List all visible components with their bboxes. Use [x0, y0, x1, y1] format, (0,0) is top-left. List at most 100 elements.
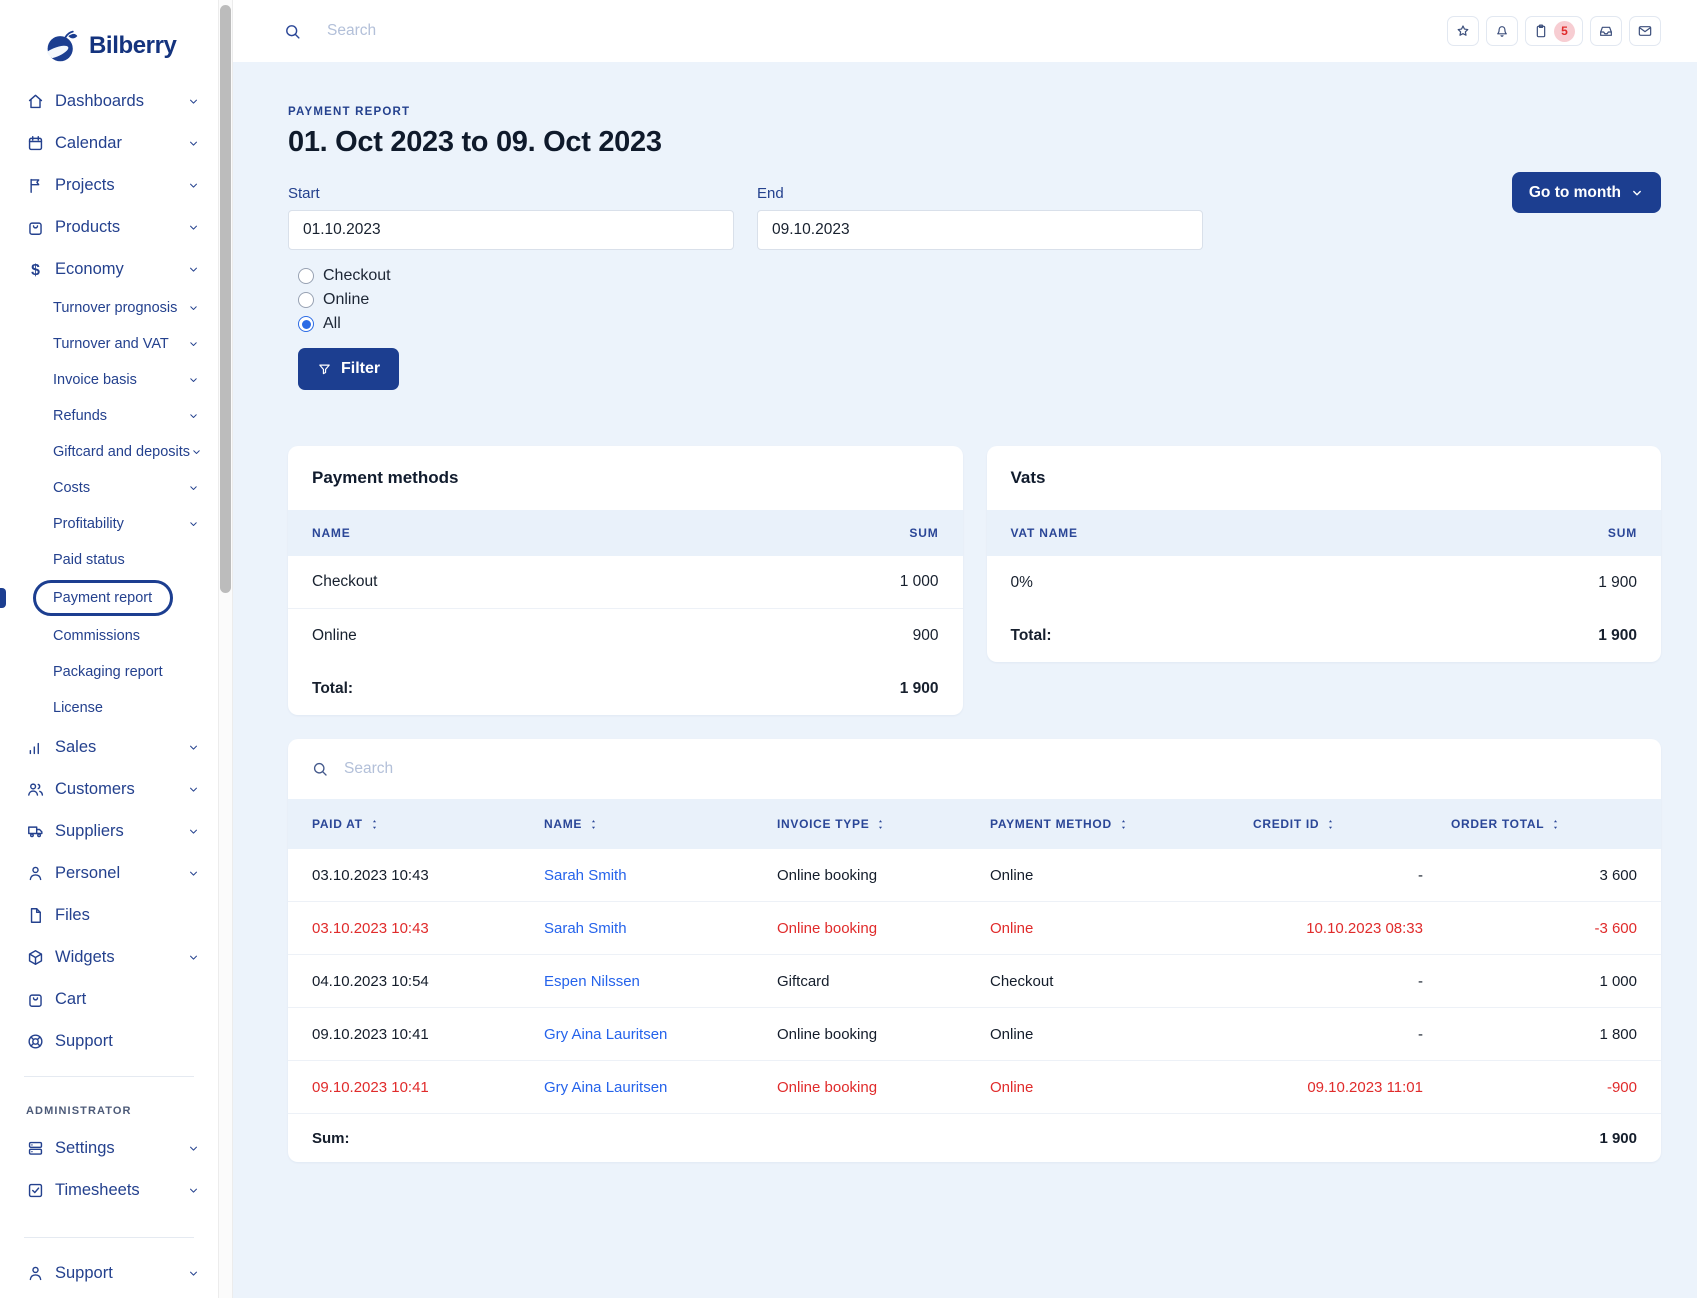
sidebar-scrollbar-thumb[interactable] — [220, 5, 231, 593]
transactions-search[interactable] — [288, 739, 1661, 799]
inbox-button[interactable] — [1590, 16, 1622, 46]
column-header[interactable]: SUM — [909, 526, 939, 540]
sidebar-item-label: Dashboards — [55, 91, 144, 110]
radio-checkout[interactable]: Checkout — [298, 264, 1661, 288]
sidebar-item-support[interactable]: Support — [0, 1020, 218, 1062]
sidebar-subitem-payment-report[interactable]: Payment report — [0, 578, 218, 618]
sidebar-subitem-giftcard-and-deposits[interactable]: Giftcard and deposits — [0, 434, 218, 470]
sidebar-subitem-turnover-prognosis[interactable]: Turnover prognosis — [0, 290, 218, 326]
sidebar-item-calendar[interactable]: Calendar — [0, 122, 218, 164]
column-header-payment-method[interactable]: PAYMENT METHOD — [990, 817, 1253, 831]
sidebar-item-label: Support — [55, 1263, 113, 1282]
sidebar-item-label: Widgets — [55, 947, 115, 966]
sidebar-item-files[interactable]: Files — [0, 894, 218, 936]
column-header-order-total[interactable]: ORDER TOTAL — [1423, 817, 1637, 831]
sidebar-item-customers[interactable]: Customers — [0, 768, 218, 810]
cell-credit-id: - — [1418, 972, 1423, 990]
customer-link[interactable]: Gry Aina Lauritsen — [544, 1078, 668, 1096]
radio-dot[interactable] — [298, 316, 314, 332]
cell-payment-method: Online — [990, 1078, 1034, 1096]
global-search-input[interactable] — [325, 21, 745, 41]
sidebar-subitem-refunds[interactable]: Refunds — [0, 398, 218, 434]
column-header-invoice-type[interactable]: INVOICE TYPE — [777, 817, 990, 831]
column-header[interactable]: VAT NAME — [1010, 526, 1078, 540]
sidebar-item-economy[interactable]: $ Economy — [0, 248, 218, 290]
sum-label: Sum: — [312, 1129, 350, 1147]
customer-link[interactable]: Gry Aina Lauritsen — [544, 1025, 668, 1043]
sidebar-item-projects[interactable]: Projects — [0, 164, 218, 206]
radio-dot[interactable] — [298, 268, 314, 284]
sidebar-item-personel[interactable]: Personel — [0, 852, 218, 894]
sidebar-subitem-commissions[interactable]: Commissions — [0, 618, 218, 654]
column-header-paid-at[interactable]: PAID AT — [312, 817, 544, 831]
transactions-search-input[interactable] — [342, 759, 762, 779]
sidebar-subitem-label: Refunds — [53, 408, 108, 424]
cell-order-total: 1 800 — [1599, 1025, 1637, 1043]
bell-button[interactable] — [1486, 16, 1518, 46]
go-to-month-button[interactable]: Go to month — [1511, 172, 1661, 213]
table-row: 09.10.2023 10:41 Gry Aina Lauritsen Online… — [288, 1008, 1661, 1061]
sidebar-item-settings[interactable]: Settings — [0, 1127, 218, 1169]
column-header-name[interactable]: NAME — [544, 817, 777, 831]
person-icon — [29, 866, 42, 880]
vats-title: Vats — [1010, 468, 1046, 487]
sidebar-subitem-license[interactable]: License — [0, 690, 218, 726]
star-button[interactable] — [1447, 16, 1479, 46]
start-date-input[interactable] — [288, 210, 734, 250]
sort-icon — [1329, 819, 1333, 829]
sidebar-subitem-turnover-and-vat[interactable]: Turnover and VAT — [0, 326, 218, 362]
filter-button[interactable]: Filter — [298, 348, 400, 390]
cell-paid-at: 09.10.2023 10:41 — [312, 1025, 429, 1043]
customer-link[interactable]: Sarah Smith — [544, 866, 627, 884]
sidebar-item-support[interactable]: Support — [0, 1252, 218, 1294]
clipboard-icon — [1536, 24, 1546, 38]
global-search[interactable] — [283, 21, 1447, 41]
payment-methods-title: Payment methods — [312, 468, 459, 487]
sidebar-subitem-profitability[interactable]: Profitability — [0, 506, 218, 542]
row-name: Checkout — [312, 573, 378, 590]
payment-methods-total-row: Total: 1 900 — [288, 662, 963, 715]
sidebar-item-products[interactable]: Products — [0, 206, 218, 248]
sidebar-item-timesheets[interactable]: Timesheets — [0, 1169, 218, 1211]
logo[interactable]: Bilberry — [0, 0, 218, 80]
radio-label: All — [323, 315, 341, 332]
sidebar-item-sales[interactable]: Sales — [0, 726, 218, 768]
end-date-field: End — [757, 185, 1203, 250]
start-date-field: Start — [288, 185, 734, 250]
sidebar-item-label: Sales — [55, 737, 97, 756]
sidebar-item-widgets[interactable]: Widgets — [0, 936, 218, 978]
sidebar-subitem-costs[interactable]: Costs — [0, 470, 218, 506]
column-header[interactable]: NAME — [312, 526, 351, 540]
column-header-credit-id[interactable]: CREDIT ID — [1253, 817, 1423, 831]
sidebar-item-cart[interactable]: Cart — [0, 978, 218, 1020]
radio-dot[interactable] — [298, 292, 314, 308]
sidebar-subitem-label: Turnover and VAT — [53, 336, 169, 352]
mail-button[interactable] — [1629, 16, 1661, 46]
cell-credit-id: - — [1418, 1025, 1423, 1043]
sidebar-subitem-invoice-basis[interactable]: Invoice basis — [0, 362, 218, 398]
payment-methods-card: Payment methods NAME SUM Checkout 1 000 On… — [288, 446, 963, 715]
radio-all[interactable]: All — [298, 312, 1661, 336]
payment-type-radio-group: Checkout Online All — [288, 264, 1661, 336]
radio-online[interactable]: Online — [298, 288, 1661, 312]
sidebar-item-suppliers[interactable]: Suppliers — [0, 810, 218, 852]
clipboard-button[interactable]: 5 — [1525, 16, 1583, 46]
sidebar-item-dashboards[interactable]: Dashboards — [0, 80, 218, 122]
filter-button-label: Filter — [341, 360, 381, 377]
sidebar-subitem-packaging-report[interactable]: Packaging report — [0, 654, 218, 690]
row-sum: 1 900 — [1598, 573, 1637, 591]
customer-link[interactable]: Sarah Smith — [544, 919, 627, 937]
customer-link[interactable]: Espen Nilssen — [544, 972, 640, 990]
cell-paid-at: 04.10.2023 10:54 — [312, 972, 429, 990]
sidebar-subitem-label: Costs — [53, 480, 91, 496]
cell-invoice-type: Online booking — [777, 1078, 878, 1096]
cell-order-total: -900 — [1606, 1078, 1637, 1096]
sidebar-item-label: Projects — [55, 175, 115, 194]
sidebar-subitem-paid-status[interactable]: Paid status — [0, 542, 218, 578]
sidebar-subitem-label: Commissions — [53, 628, 141, 644]
chevron-down-icon — [190, 306, 197, 310]
end-date-input[interactable] — [757, 210, 1203, 250]
chevron-down-icon — [190, 871, 197, 876]
column-header[interactable]: SUM — [1607, 526, 1637, 540]
sidebar-scrollbar[interactable] — [218, 0, 233, 1298]
